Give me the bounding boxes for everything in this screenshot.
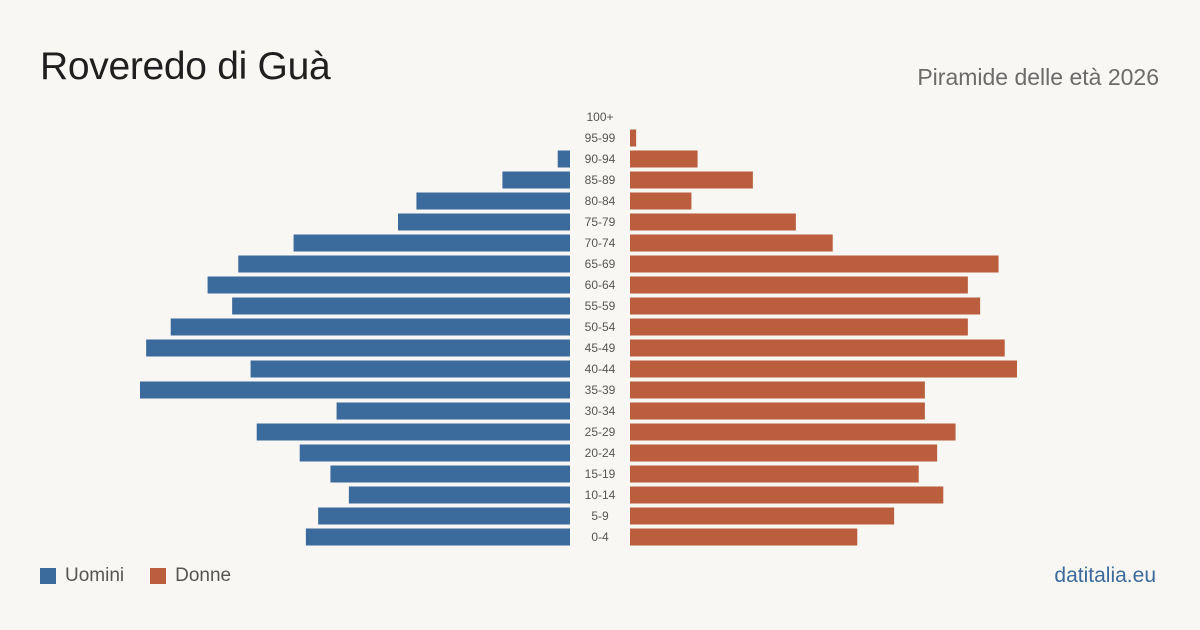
bar-women-45-49 (630, 339, 1005, 357)
age-label-35-39: 35-39 (585, 383, 616, 397)
bar-men-35-39 (140, 381, 570, 399)
bar-women-50-54 (630, 318, 968, 336)
bar-men-50-54 (170, 318, 570, 336)
bar-men-5-9 (318, 507, 570, 525)
legend-label-women: Donne (175, 565, 232, 586)
bar-women-35-39 (630, 381, 925, 399)
bar-women-5-9 (630, 507, 895, 525)
bar-women-70-74 (630, 234, 833, 252)
bar-women-65-69 (630, 255, 999, 273)
age-label-40-44: 40-44 (585, 362, 616, 376)
age-label-65-69: 65-69 (585, 257, 616, 271)
legend-swatch-women (150, 568, 167, 584)
age-label-25-29: 25-29 (585, 425, 616, 439)
bar-men-10-14 (348, 486, 570, 504)
bar-women-15-19 (630, 465, 919, 483)
age-label-80-84: 80-84 (585, 194, 616, 208)
bar-men-45-49 (146, 339, 570, 357)
bar-men-60-64 (207, 276, 571, 294)
page-subtitle: Piramide delle età 2026 (917, 64, 1159, 90)
bar-women-60-64 (630, 276, 968, 294)
bar-men-65-69 (238, 255, 571, 273)
bar-men-30-34 (336, 402, 570, 420)
bar-women-95-99 (630, 129, 637, 147)
bar-men-80-84 (416, 192, 570, 210)
legend-label-men: Uomini (65, 565, 125, 586)
bar-women-55-59 (630, 297, 981, 315)
bar-men-40-44 (250, 360, 571, 378)
age-label-75-79: 75-79 (585, 215, 616, 229)
age-label-30-34: 30-34 (585, 404, 616, 418)
age-label-85-89: 85-89 (585, 173, 616, 187)
age-label-100plus: 100+ (586, 110, 613, 124)
age-label-95-99: 95-99 (585, 131, 616, 145)
chart-legend: Uomini Donne (40, 565, 257, 587)
bar-women-75-79 (630, 213, 796, 231)
bar-men-25-29 (256, 423, 570, 441)
age-label-0-4: 0-4 (591, 530, 609, 544)
bar-women-25-29 (630, 423, 956, 441)
legend-item-women: Donne (150, 565, 231, 587)
age-label-55-59: 55-59 (585, 299, 616, 313)
bar-women-30-34 (630, 402, 925, 420)
age-label-50-54: 50-54 (585, 320, 616, 334)
bar-men-90-94 (557, 150, 570, 168)
bar-men-55-59 (232, 297, 570, 315)
legend-swatch-men (40, 568, 56, 584)
bar-women-85-89 (630, 171, 753, 189)
bar-men-85-89 (502, 171, 570, 189)
brand-link[interactable]: datitalia.eu (1054, 564, 1156, 587)
age-label-45-49: 45-49 (585, 341, 616, 355)
bar-women-10-14 (630, 486, 944, 504)
bar-women-20-24 (630, 444, 938, 462)
bar-men-70-74 (293, 234, 570, 252)
bar-men-75-79 (398, 213, 570, 231)
age-label-60-64: 60-64 (585, 278, 616, 292)
bar-men-15-19 (330, 465, 570, 483)
bar-men-0-4 (305, 528, 570, 546)
page-title: Roveredo di Guà (40, 45, 331, 88)
age-label-20-24: 20-24 (585, 446, 616, 460)
age-label-15-19: 15-19 (585, 467, 616, 481)
legend-item-men: Uomini (40, 565, 124, 587)
bar-men-20-24 (299, 444, 570, 462)
age-label-70-74: 70-74 (585, 236, 616, 250)
age-label-5-9: 5-9 (591, 509, 609, 523)
bar-women-40-44 (630, 360, 1017, 378)
bar-women-80-84 (630, 192, 692, 210)
bar-women-0-4 (630, 528, 858, 546)
age-label-90-94: 90-94 (585, 152, 616, 166)
age-label-10-14: 10-14 (585, 488, 616, 502)
bar-women-90-94 (630, 150, 698, 168)
